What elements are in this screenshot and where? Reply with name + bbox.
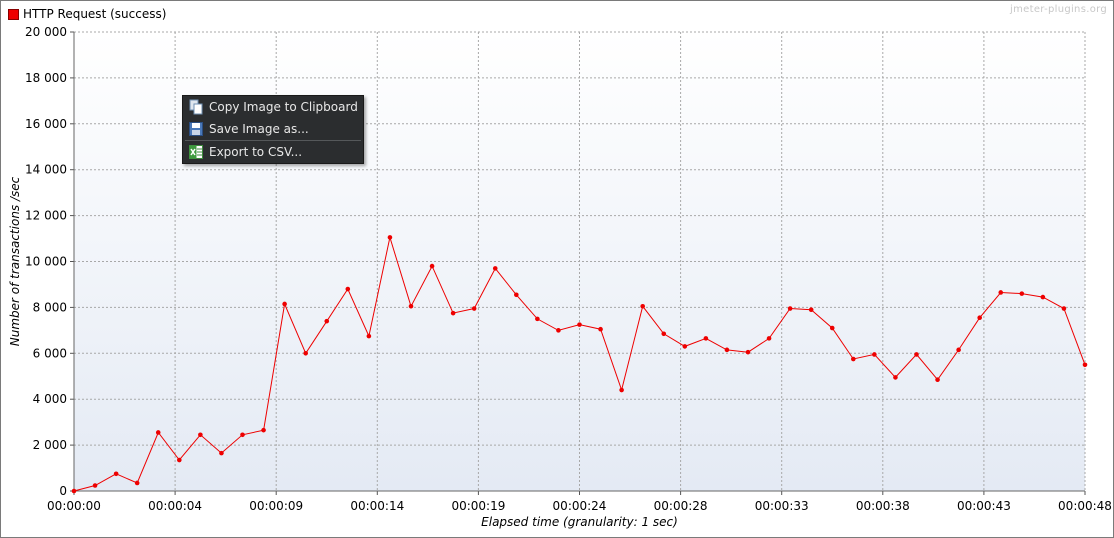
- menu-separator: [185, 140, 361, 141]
- x-tick-label: 00:00:00: [47, 499, 101, 513]
- x-tick-label: 00:00:48: [1058, 499, 1112, 513]
- data-point: [387, 235, 393, 240]
- copy-icon: [189, 99, 203, 115]
- data-point: [155, 430, 161, 435]
- data-point: [787, 306, 793, 311]
- data-point: [977, 315, 982, 321]
- data-point: [808, 307, 814, 312]
- x-tick-label: 00:00:28: [654, 499, 708, 513]
- x-tick-label: 00:00:24: [553, 499, 607, 513]
- data-point: [766, 336, 772, 341]
- data-point: [408, 303, 414, 309]
- y-tick-label: 6 000: [33, 346, 67, 360]
- y-tick-label: 8 000: [33, 300, 67, 314]
- data-point: [556, 328, 561, 333]
- data-point: [261, 427, 266, 433]
- data-point: [956, 347, 961, 353]
- watermark: jmeter-plugins.org: [1010, 4, 1107, 15]
- x-tick-label: 00:00:33: [755, 499, 809, 513]
- save-image-label: Save Image as...: [209, 122, 309, 136]
- export-csv-label: Export to CSV...: [209, 145, 303, 159]
- data-point: [872, 352, 877, 357]
- tick-labels: 0 2 000 4 000 6 000 8 000 10 000 12 000 14 000 1…: [25, 25, 1112, 513]
- data-point: [535, 316, 540, 322]
- y-tick-label: 20 000: [25, 25, 67, 39]
- legend: HTTP Request (success): [8, 7, 166, 21]
- data-point: [577, 322, 582, 327]
- x-tick-label: 00:00:19: [451, 499, 505, 513]
- data-point: [471, 306, 477, 311]
- data-point: [1040, 294, 1046, 300]
- copy-image-menu-item[interactable]: Copy Image to Clipboard: [183, 96, 363, 118]
- data-point: [640, 303, 645, 309]
- grid: [70, 31, 1086, 495]
- data-point: [198, 432, 203, 438]
- data-point: [71, 488, 77, 494]
- data-point: [514, 292, 519, 298]
- data-point: [935, 377, 940, 382]
- export-csv-menu-item[interactable]: Export to CSV...: [183, 141, 363, 163]
- data-point: [661, 331, 667, 337]
- floppy-disk-icon: [189, 122, 203, 136]
- data-point: [1019, 291, 1025, 296]
- data-point: [219, 450, 224, 456]
- data-point: [998, 290, 1004, 295]
- x-tick-label: 00:00:09: [249, 499, 303, 513]
- data-point: [345, 286, 351, 292]
- data-point: [598, 326, 603, 332]
- data-point: [619, 387, 624, 393]
- y-axis-label: Number of transactions /sec: [8, 176, 22, 346]
- data-point: [92, 483, 98, 488]
- legend-swatch: [8, 8, 19, 20]
- y-tick-label: 14 000: [25, 163, 67, 177]
- y-tick-label: 18 000: [25, 71, 67, 85]
- data-point: [745, 349, 751, 355]
- data-point: [682, 344, 688, 349]
- spreadsheet-icon: [189, 145, 203, 159]
- x-tick-label: 00:00:04: [148, 499, 202, 513]
- data-point: [303, 351, 308, 356]
- data-point: [724, 347, 730, 353]
- x-axis-label: Elapsed time (granularity: 1 sec): [481, 515, 678, 529]
- data-point: [177, 457, 182, 463]
- copy-image-label: Copy Image to Clipboard: [209, 100, 358, 114]
- y-tick-label: 2 000: [33, 438, 67, 452]
- data-point: [282, 301, 287, 307]
- axes: [73, 32, 1085, 492]
- data-point: [429, 263, 435, 269]
- x-tick-label: 00:00:43: [957, 499, 1011, 513]
- data-point: [366, 333, 372, 339]
- data-point: [1061, 306, 1067, 311]
- data-point: [492, 266, 498, 271]
- data-point: [703, 336, 709, 341]
- save-image-menu-item[interactable]: Save Image as...: [183, 118, 363, 140]
- series-layer: [71, 235, 1088, 494]
- y-tick-label: 16 000: [25, 117, 67, 131]
- data-point: [324, 318, 330, 324]
- y-tick-label: 0: [59, 484, 67, 498]
- y-tick-label: 12 000: [25, 209, 67, 223]
- data-point: [450, 310, 456, 316]
- data-point: [113, 471, 119, 477]
- data-point: [851, 356, 856, 362]
- data-point: [829, 325, 835, 331]
- data-point: [240, 432, 245, 438]
- data-point: [1082, 362, 1088, 368]
- x-tick-label: 00:00:38: [856, 499, 910, 513]
- y-tick-label: 4 000: [33, 392, 67, 406]
- y-tick-label: 10 000: [25, 255, 67, 269]
- data-point: [134, 480, 140, 486]
- context-menu: Copy Image to Clipboard Save Image as...…: [182, 95, 364, 164]
- x-tick-label: 00:00:14: [350, 499, 404, 513]
- data-point: [893, 375, 898, 380]
- legend-label: HTTP Request (success): [23, 7, 167, 21]
- data-point: [914, 352, 919, 357]
